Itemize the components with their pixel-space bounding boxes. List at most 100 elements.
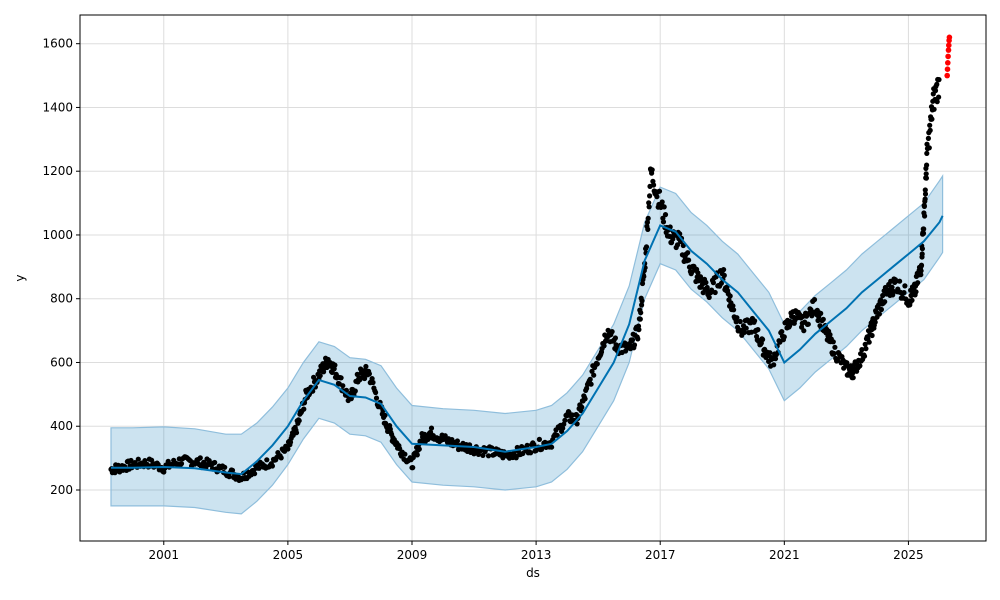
observed-point <box>706 294 712 300</box>
observed-point <box>659 199 665 205</box>
observed-point <box>661 204 667 210</box>
observed-point <box>591 372 597 378</box>
observed-point <box>562 417 568 423</box>
highlight-point <box>946 34 953 41</box>
highlight-point <box>945 60 951 66</box>
observed-point <box>925 135 932 141</box>
y-tick-label: 1600 <box>42 37 73 51</box>
observed-point <box>927 127 933 133</box>
observed-point <box>285 446 291 452</box>
observed-point <box>923 171 929 177</box>
observed-point <box>480 452 486 458</box>
observed-point <box>934 81 940 87</box>
observed-point <box>428 425 435 431</box>
observed-point <box>513 455 519 461</box>
observed-point <box>524 442 530 448</box>
observed-point <box>656 188 663 194</box>
plot-frame <box>79 14 987 542</box>
forecast-path <box>111 215 944 476</box>
observed-point <box>862 341 868 347</box>
observed-point <box>670 236 676 242</box>
observed-point <box>165 458 171 464</box>
observed-point <box>820 316 826 322</box>
highlight-point <box>944 72 950 79</box>
observed-point <box>921 226 927 232</box>
observed-point <box>805 321 811 327</box>
observed-point <box>293 430 300 436</box>
observed-point <box>686 257 692 263</box>
observed-point <box>936 77 942 83</box>
observed-point <box>922 191 929 197</box>
observed-point <box>731 307 737 313</box>
observed-point <box>554 432 560 438</box>
x-tick-label: 2013 <box>521 548 552 562</box>
observed-point <box>704 284 710 291</box>
observed-point <box>296 418 302 424</box>
x-tick-label: 2017 <box>645 548 676 562</box>
observed-point <box>520 450 526 457</box>
observed-point <box>589 368 595 374</box>
observed-point <box>872 319 878 325</box>
observed-point <box>730 303 736 309</box>
observed-point <box>646 200 652 206</box>
observed-point <box>755 327 761 333</box>
observed-point <box>718 280 725 286</box>
observed-point <box>332 362 338 368</box>
observed-point <box>850 370 856 376</box>
observed-point <box>370 379 376 386</box>
observed-point <box>410 465 416 471</box>
observed-point <box>638 310 644 316</box>
observed-point <box>609 329 615 335</box>
forecast-line <box>111 215 944 476</box>
observed-point <box>528 450 534 456</box>
observed-point <box>647 193 653 199</box>
observed-point <box>594 361 600 367</box>
highlight-point <box>944 66 951 72</box>
x-tick-label: 2005 <box>273 548 304 562</box>
observed-point <box>635 336 641 342</box>
observed-point <box>646 204 652 210</box>
x-axis-label: ds <box>526 566 540 580</box>
observed-point <box>922 196 928 202</box>
observed-point <box>733 319 739 325</box>
observed-point <box>878 306 885 313</box>
observed-point <box>212 459 218 466</box>
highlight-point <box>945 53 951 60</box>
observed-point <box>857 363 863 369</box>
observed-point <box>781 334 787 340</box>
observed-point <box>927 122 933 128</box>
observed-point <box>901 290 907 296</box>
observed-point <box>579 404 585 410</box>
observed-point <box>226 474 232 480</box>
observed-point <box>909 297 915 303</box>
observed-point <box>931 106 937 112</box>
observed-point <box>863 346 869 352</box>
y-tick-label: 400 <box>50 419 73 433</box>
y-tick-label: 800 <box>50 292 73 306</box>
observed-point <box>882 299 888 305</box>
observed-point <box>278 455 284 461</box>
observed-point <box>919 251 925 257</box>
observed-point <box>919 246 926 252</box>
observed-point <box>685 250 691 256</box>
observed-point <box>601 343 607 349</box>
observed-point <box>584 385 590 391</box>
observed-point <box>703 279 709 286</box>
observed-point <box>741 329 748 335</box>
observed-point <box>876 311 883 317</box>
observed-point <box>637 316 643 322</box>
x-tick-label: 2009 <box>397 548 428 562</box>
observed-point <box>923 175 930 181</box>
highlight-points <box>944 34 953 79</box>
observed-point <box>352 388 358 394</box>
observed-point <box>641 273 647 280</box>
observed-point <box>660 219 667 225</box>
x-axis-ticks: 2001 2005 2009 2013 2017 2021 2025 <box>149 541 924 562</box>
observed-point <box>631 342 638 348</box>
observed-point <box>531 442 537 448</box>
observed-point <box>760 336 766 343</box>
observed-point <box>643 244 650 250</box>
y-axis-ticks: 200 400 600 800 1000 1200 1400 1600 <box>42 37 80 497</box>
observed-point <box>269 463 275 469</box>
observed-point <box>645 226 651 232</box>
